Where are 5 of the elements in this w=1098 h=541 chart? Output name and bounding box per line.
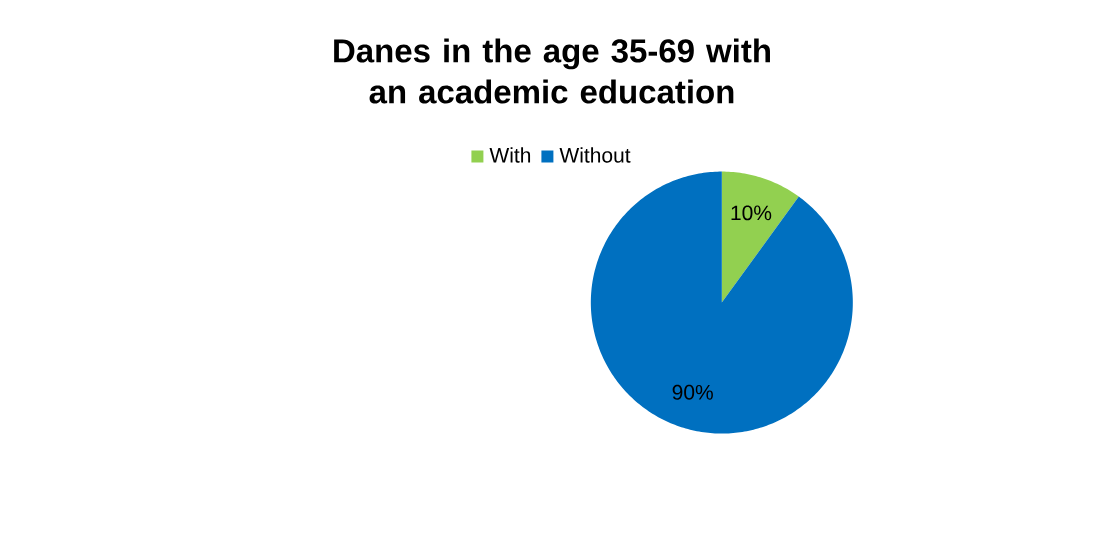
chart-title: Danes in the age 35-69 with an academic education (334, 38, 770, 104)
data-label: 90% (672, 384, 713, 400)
data-label: 10% (731, 205, 772, 221)
legend-label: Without (559, 147, 631, 163)
legend-label: With (489, 147, 531, 163)
